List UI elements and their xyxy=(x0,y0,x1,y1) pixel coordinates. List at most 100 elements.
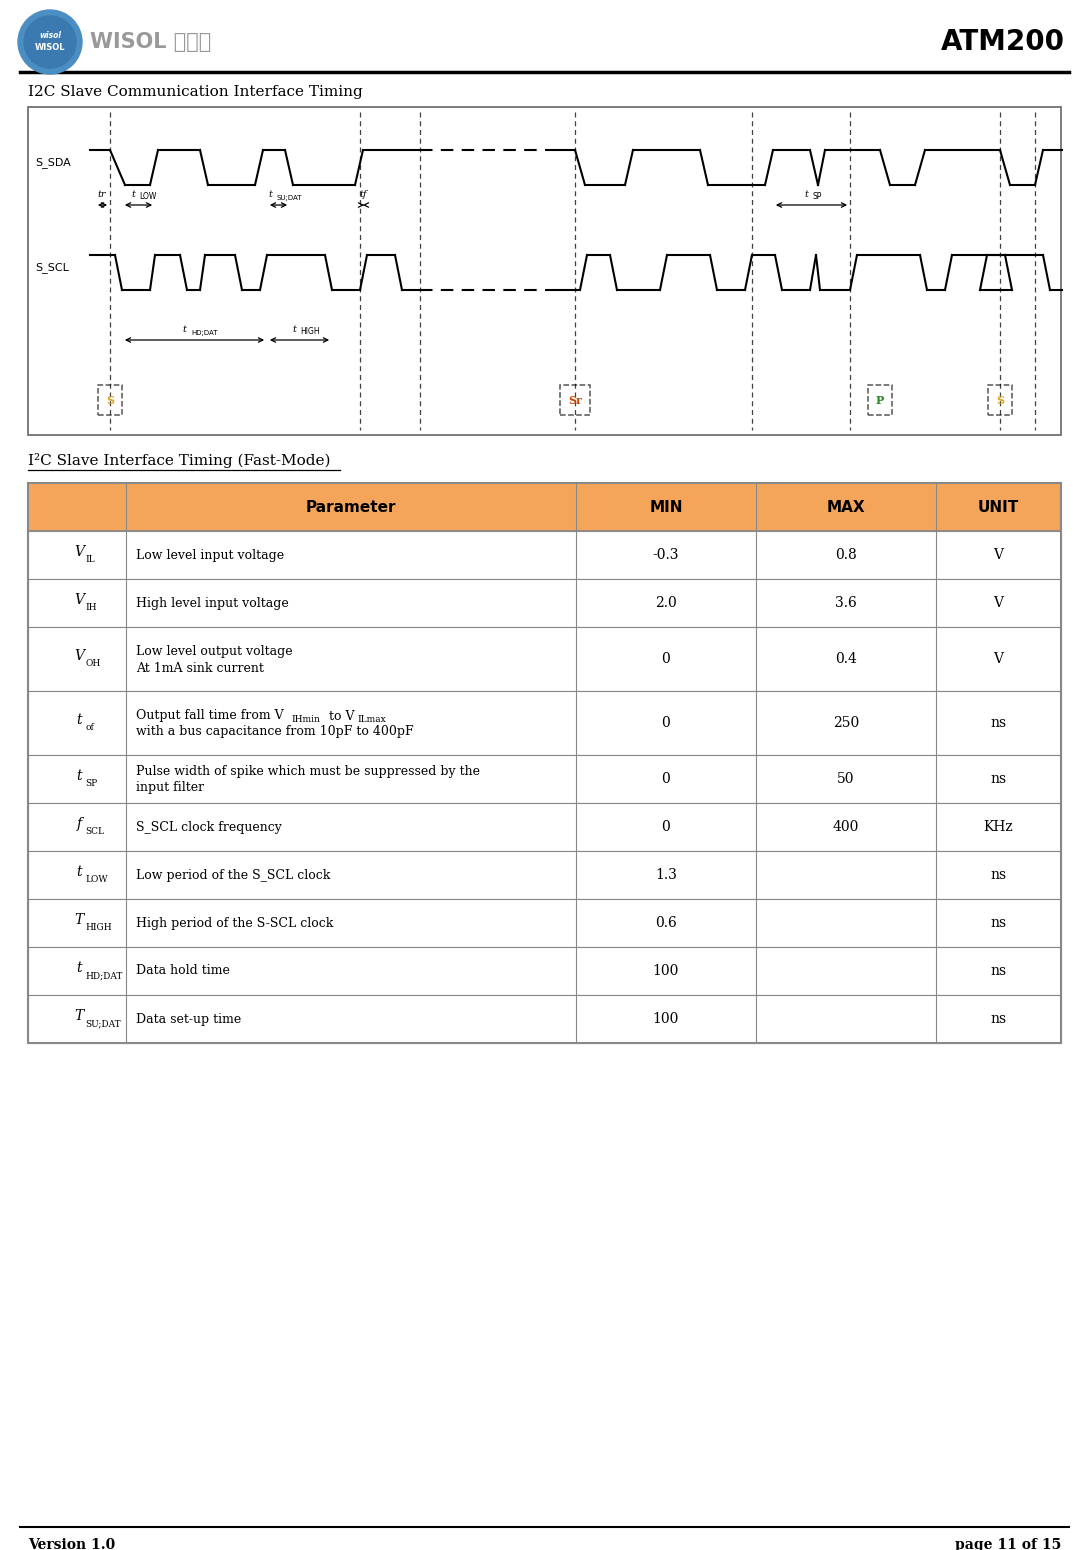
Text: I2C Slave Communication Interface Timing: I2C Slave Communication Interface Timing xyxy=(28,85,363,99)
Text: S_SCL clock frequency: S_SCL clock frequency xyxy=(136,820,282,834)
Text: T: T xyxy=(74,1009,84,1023)
Text: HD;DAT: HD;DAT xyxy=(85,972,122,981)
Text: 0: 0 xyxy=(662,653,671,666)
Bar xyxy=(28,532,1061,580)
Text: ILmax: ILmax xyxy=(357,715,386,724)
Bar xyxy=(28,803,1061,851)
Text: SU;DAT: SU;DAT xyxy=(85,1020,121,1029)
Text: 0.6: 0.6 xyxy=(656,916,677,930)
Text: ns: ns xyxy=(990,716,1006,730)
Text: 250: 250 xyxy=(833,716,859,730)
Text: WISOL 와이솔: WISOL 와이솔 xyxy=(90,33,211,53)
Text: At 1mA sink current: At 1mA sink current xyxy=(136,662,264,674)
Text: SP: SP xyxy=(85,780,97,789)
Text: HIGH: HIGH xyxy=(85,924,112,933)
Text: MIN: MIN xyxy=(649,499,683,515)
Text: T: T xyxy=(74,913,84,927)
Text: HD;DAT: HD;DAT xyxy=(192,330,218,336)
Text: tf: tf xyxy=(359,191,367,198)
Text: 400: 400 xyxy=(833,820,859,834)
Text: V: V xyxy=(74,594,84,608)
Text: I²C Slave Interface Timing (Fast-Mode): I²C Slave Interface Timing (Fast-Mode) xyxy=(28,453,330,468)
Text: -0.3: -0.3 xyxy=(652,549,680,563)
Text: Sr: Sr xyxy=(568,395,582,406)
Bar xyxy=(28,628,1061,691)
Circle shape xyxy=(24,16,76,68)
Text: Version 1.0: Version 1.0 xyxy=(28,1538,115,1550)
Text: HIGH: HIGH xyxy=(301,327,320,336)
Text: IHmin: IHmin xyxy=(291,715,320,724)
Text: Parameter: Parameter xyxy=(306,499,396,515)
Text: KHz: KHz xyxy=(983,820,1013,834)
Text: Low level output voltage: Low level output voltage xyxy=(136,645,293,659)
Bar xyxy=(28,691,1061,755)
Text: P: P xyxy=(876,395,884,406)
Text: Low period of the S_SCL clock: Low period of the S_SCL clock xyxy=(136,868,330,882)
Text: ATM200: ATM200 xyxy=(941,28,1065,56)
Text: f: f xyxy=(76,817,82,831)
Text: V: V xyxy=(993,597,1003,611)
Text: 0.8: 0.8 xyxy=(835,549,857,563)
Text: WISOL: WISOL xyxy=(35,43,65,53)
Text: t: t xyxy=(76,961,82,975)
Text: 100: 100 xyxy=(652,964,680,978)
Text: 0: 0 xyxy=(662,716,671,730)
Text: SP: SP xyxy=(812,192,822,202)
Text: 2.0: 2.0 xyxy=(656,597,677,611)
Circle shape xyxy=(19,9,82,74)
Text: wisol: wisol xyxy=(39,31,61,40)
Text: t: t xyxy=(76,713,82,727)
Bar xyxy=(560,384,590,415)
Text: V: V xyxy=(74,649,84,663)
Bar xyxy=(988,384,1012,415)
Text: 50: 50 xyxy=(837,772,855,786)
Text: ns: ns xyxy=(990,772,1006,786)
Text: ns: ns xyxy=(990,1012,1006,1026)
Bar xyxy=(28,851,1061,899)
Text: V: V xyxy=(993,549,1003,563)
Text: SCL: SCL xyxy=(85,828,105,837)
Text: Data set-up time: Data set-up time xyxy=(136,1012,242,1026)
Text: S_SDA: S_SDA xyxy=(35,158,71,169)
Text: t: t xyxy=(269,191,272,198)
Text: t: t xyxy=(805,191,808,198)
Bar xyxy=(28,995,1061,1043)
Text: 1.3: 1.3 xyxy=(656,868,677,882)
Bar xyxy=(28,107,1061,436)
Text: High period of the S-SCL clock: High period of the S-SCL clock xyxy=(136,916,333,930)
Text: 0.4: 0.4 xyxy=(835,653,857,666)
Bar xyxy=(28,580,1061,628)
Text: Data hold time: Data hold time xyxy=(136,964,230,978)
Text: S: S xyxy=(106,395,114,406)
Text: t: t xyxy=(132,191,135,198)
Text: Pulse width of spike which must be suppressed by the: Pulse width of spike which must be suppr… xyxy=(136,766,480,778)
Bar xyxy=(28,484,1061,1043)
Bar xyxy=(28,755,1061,803)
Text: SU;DAT: SU;DAT xyxy=(277,195,302,202)
Text: IL: IL xyxy=(85,555,95,564)
Bar xyxy=(28,947,1061,995)
Text: High level input voltage: High level input voltage xyxy=(136,597,289,609)
Bar xyxy=(868,384,892,415)
Text: t: t xyxy=(293,326,296,333)
Text: ns: ns xyxy=(990,916,1006,930)
Text: t: t xyxy=(76,769,82,783)
Text: 100: 100 xyxy=(652,1012,680,1026)
Bar xyxy=(98,384,122,415)
Bar xyxy=(28,484,1061,532)
Text: ns: ns xyxy=(990,868,1006,882)
Text: t: t xyxy=(183,326,186,333)
Text: LOW: LOW xyxy=(85,876,108,885)
Text: ns: ns xyxy=(990,964,1006,978)
Text: of: of xyxy=(85,724,94,733)
Text: to V: to V xyxy=(325,710,355,722)
Text: t: t xyxy=(76,865,82,879)
Text: V: V xyxy=(993,653,1003,666)
Text: IH: IH xyxy=(85,603,97,612)
Text: 0: 0 xyxy=(662,772,671,786)
Text: tr: tr xyxy=(98,191,107,198)
Text: MAX: MAX xyxy=(827,499,866,515)
Text: 0: 0 xyxy=(662,820,671,834)
Text: UNIT: UNIT xyxy=(978,499,1019,515)
Text: OH: OH xyxy=(85,659,100,668)
